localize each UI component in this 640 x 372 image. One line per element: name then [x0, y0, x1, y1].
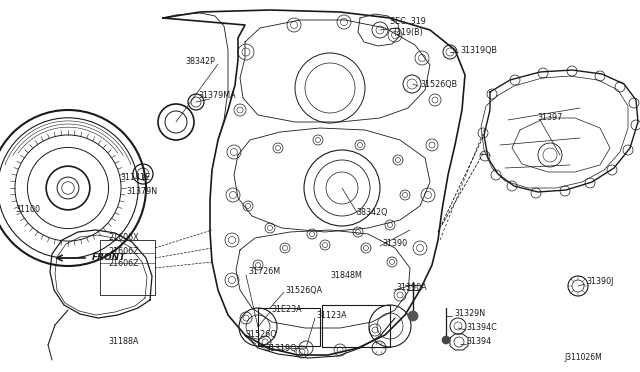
Text: 31188A: 31188A	[108, 337, 138, 346]
Text: 38342Q: 38342Q	[356, 208, 387, 217]
Text: 31394C: 31394C	[466, 324, 497, 333]
Text: 31319QB: 31319QB	[460, 45, 497, 55]
Circle shape	[408, 311, 418, 321]
Text: (319(B): (319(B)	[393, 29, 423, 38]
Text: 31390: 31390	[382, 240, 407, 248]
Text: 31390J: 31390J	[586, 278, 613, 286]
Text: 31379MA: 31379MA	[198, 92, 236, 100]
Text: 31141E: 31141E	[120, 173, 150, 183]
Text: 31526QB: 31526QB	[420, 80, 457, 89]
Text: 31726M: 31726M	[248, 267, 280, 276]
Text: J311026M: J311026M	[564, 353, 602, 362]
Text: 31390A: 31390A	[396, 283, 427, 292]
Text: 31394: 31394	[466, 337, 491, 346]
Text: 31379N: 31379N	[126, 187, 157, 196]
Text: SEC. 319: SEC. 319	[390, 17, 426, 26]
Text: 21606X: 21606X	[108, 234, 139, 243]
Bar	[100, 240, 155, 295]
Text: 31123A: 31123A	[316, 311, 347, 321]
Text: 31526Q: 31526Q	[245, 330, 276, 339]
Text: 31319Q: 31319Q	[265, 343, 296, 353]
Text: 21606Z: 21606Z	[108, 259, 139, 267]
Bar	[258, 308, 320, 346]
Bar	[322, 305, 390, 347]
Text: 31E23A: 31E23A	[271, 305, 301, 314]
Text: FRONT: FRONT	[92, 253, 126, 263]
Text: 31397: 31397	[537, 113, 563, 122]
Text: 31848M: 31848M	[330, 272, 362, 280]
Text: 31526QA: 31526QA	[285, 285, 322, 295]
Text: 31329N: 31329N	[454, 310, 485, 318]
Text: 21606Z: 21606Z	[108, 247, 139, 257]
Text: 31100: 31100	[15, 205, 40, 215]
Text: 38342P: 38342P	[185, 58, 215, 67]
Circle shape	[442, 336, 450, 344]
